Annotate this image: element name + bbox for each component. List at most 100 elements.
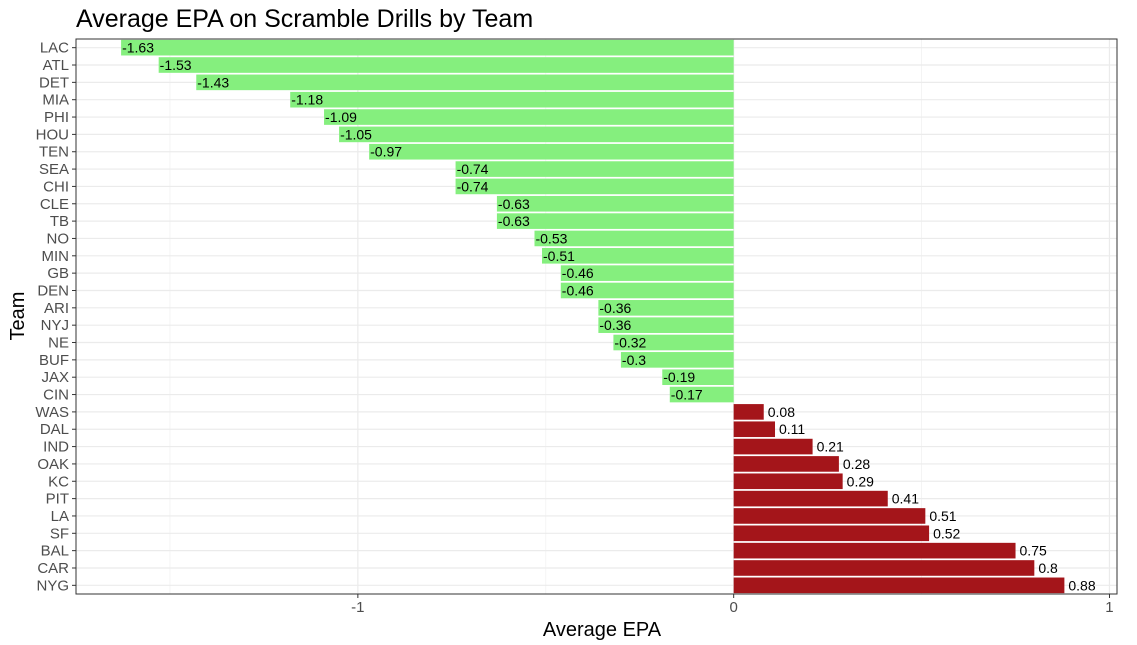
bar	[598, 317, 734, 333]
bar-data-label: -1.43	[197, 74, 229, 90]
bar-data-label: -0.36	[599, 300, 631, 316]
bar	[733, 560, 1035, 576]
bar-data-label: -1.09	[325, 109, 357, 125]
y-tick-label: BUF	[39, 352, 69, 369]
bar-data-label: 0.51	[929, 508, 956, 524]
bar-data-label: 0.88	[1068, 577, 1095, 593]
bar	[455, 178, 734, 195]
bar	[620, 352, 734, 368]
bar	[733, 490, 888, 507]
x-tick-label: -1	[351, 599, 364, 616]
bar	[542, 247, 734, 264]
bar	[560, 282, 734, 299]
y-tick-label: KC	[48, 473, 69, 490]
bar-data-label: -0.36	[599, 317, 631, 333]
bar-data-label: -0.46	[562, 265, 594, 281]
y-tick-label: SEA	[39, 161, 69, 178]
bar-data-label: -0.32	[614, 335, 646, 351]
y-tick-label: MIN	[42, 248, 70, 265]
bar	[121, 39, 734, 56]
bar	[369, 143, 734, 160]
bar	[598, 300, 734, 316]
bar-data-label: 0.29	[847, 473, 874, 489]
bar-data-label: -0.63	[498, 196, 530, 212]
bar-data-label: 0.28	[843, 456, 870, 472]
bar-data-label: -0.3	[622, 352, 646, 368]
y-tick-labels: LACATLDETMIAPHIHOUTENSEACHICLETBNOMINGBD…	[35, 40, 76, 594]
bar-data-label: 0.08	[768, 404, 795, 420]
bar	[733, 421, 776, 438]
bar	[733, 473, 843, 490]
y-tick-label: PIT	[46, 491, 69, 508]
y-tick-label: TEN	[39, 144, 69, 161]
y-tick-label: CAR	[37, 560, 69, 577]
chart-title: Average EPA on Scramble Drills by Team	[76, 5, 533, 33]
y-tick-label: PHI	[44, 109, 69, 126]
y-tick-label: CLE	[40, 196, 69, 213]
bar	[339, 126, 734, 143]
y-tick-label: JAX	[41, 369, 69, 386]
bar	[560, 265, 734, 281]
y-tick-label: CIN	[43, 387, 69, 404]
x-tick-labels: -1 0 1	[351, 594, 1114, 616]
y-tick-label: CHI	[43, 178, 69, 195]
bar	[196, 74, 734, 91]
bar	[496, 213, 734, 229]
panel-border	[75, 38, 1118, 595]
y-tick-label: IND	[43, 439, 69, 456]
bar-data-label: 0.21	[817, 439, 844, 455]
y-tick-label: DEN	[37, 282, 69, 299]
y-tick-label: NE	[48, 335, 69, 352]
bar	[733, 404, 764, 420]
bar-data-label: 0.41	[892, 491, 919, 507]
bar-data-label: -0.17	[671, 387, 703, 403]
bar	[158, 57, 734, 73]
x-tick-label: 1	[1105, 599, 1113, 616]
bar	[290, 91, 734, 108]
y-tick-label: NYJ	[41, 317, 69, 334]
bar-data-label: -1.05	[340, 126, 372, 142]
bar	[534, 230, 734, 247]
bar	[662, 369, 734, 386]
bar	[613, 334, 734, 351]
bar-data-label: -1.63	[122, 40, 154, 56]
y-tick-label: WAS	[35, 404, 69, 421]
x-axis-title: Average EPA	[543, 619, 662, 641]
y-tick-label: GB	[47, 265, 69, 282]
y-tick-label: DET	[39, 74, 69, 91]
data-labels-group: -1.63 -1.53 -1.43 -1.18-1.09-1.05 -0.97 -0.74…	[122, 40, 1096, 594]
bar	[733, 456, 839, 472]
bar	[669, 386, 734, 403]
bar-data-label: -0.19	[663, 369, 695, 385]
bar	[733, 438, 813, 455]
y-axis-title: Team	[7, 292, 29, 341]
bar-data-label: -1.53	[160, 57, 192, 73]
bar-data-label: 0.11	[779, 421, 805, 437]
y-tick-label: NYG	[36, 577, 69, 594]
y-tick-label: NO	[47, 230, 70, 247]
bar-data-label: 0.75	[1020, 543, 1047, 559]
bar	[733, 542, 1016, 559]
y-tick-label: OAK	[37, 456, 69, 473]
bar-data-label: -0.63	[498, 213, 530, 229]
y-tick-label: SF	[50, 525, 69, 542]
bar-data-label: 0.52	[933, 525, 960, 541]
y-tick-label: BAL	[41, 543, 69, 560]
bars-group	[121, 39, 1065, 594]
y-tick-label: ATL	[43, 57, 69, 74]
y-tick-label: HOU	[36, 126, 69, 143]
bar-data-label: -1.18	[291, 92, 323, 108]
bar	[733, 577, 1065, 594]
y-tick-label: LAC	[40, 40, 69, 57]
y-tick-label: LA	[51, 508, 69, 525]
bar	[455, 161, 734, 177]
bar	[496, 195, 734, 212]
y-tick-label: TB	[50, 213, 69, 230]
x-tick-label: 0	[729, 599, 737, 616]
bar-data-label: -0.53	[535, 230, 567, 246]
bar	[324, 109, 734, 125]
y-tick-label: ARI	[44, 300, 69, 317]
y-tick-label: MIA	[42, 92, 69, 109]
bar-data-label: -0.74	[457, 178, 489, 194]
